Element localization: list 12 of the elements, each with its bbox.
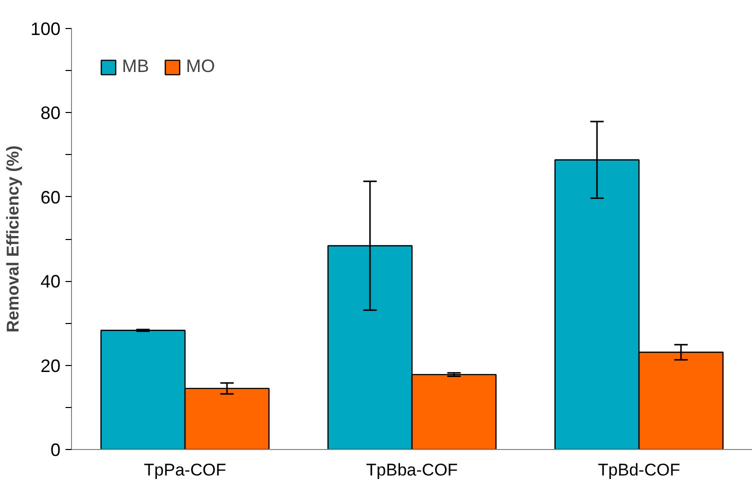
x-tick-label: TpBd-COF bbox=[598, 460, 680, 480]
legend-label: MO bbox=[186, 56, 215, 77]
y-tick-label: 0 bbox=[50, 440, 61, 460]
y-tick-label: 20 bbox=[40, 356, 61, 376]
y-tick-label: 40 bbox=[40, 272, 61, 292]
y-tick-label: 80 bbox=[40, 103, 61, 124]
y-axis-title: Removal Efficiency (%) bbox=[3, 145, 22, 333]
y-tick-label: 100 bbox=[30, 19, 61, 39]
x-tick-label: TpBba-COF bbox=[366, 460, 458, 480]
y-tick-label: 60 bbox=[40, 187, 61, 208]
legend-label: MB bbox=[122, 56, 149, 77]
x-tick-label: TpPa-COF bbox=[144, 460, 226, 480]
